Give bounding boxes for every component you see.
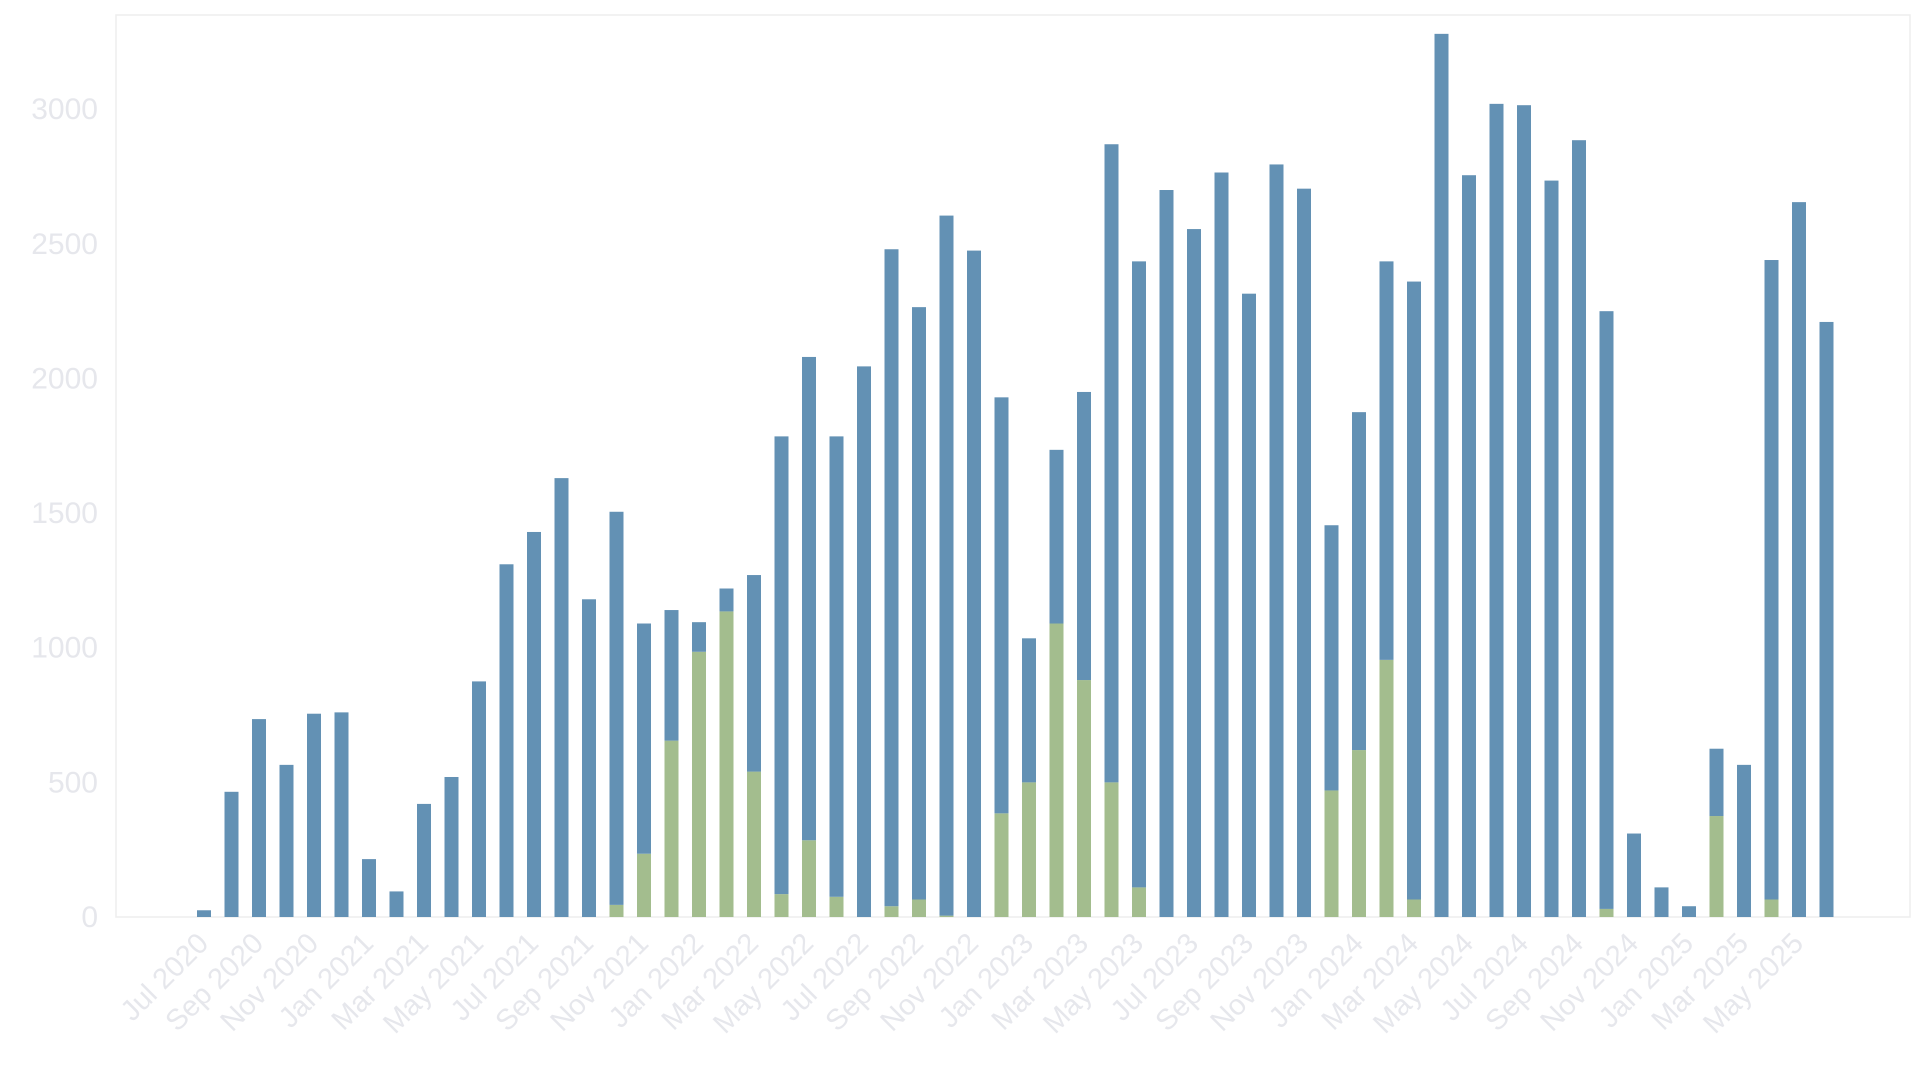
bar-segment-series-1 <box>1077 680 1091 917</box>
bar-segment-series-1 <box>1407 899 1421 917</box>
bar-segment-series-2 <box>884 249 899 907</box>
bar-segment-series-2 <box>1324 525 1339 791</box>
bar-segment-series-2 <box>802 356 816 841</box>
bar-segment-series-2 <box>1352 412 1366 751</box>
bar-segment-series-2 <box>1654 887 1669 917</box>
bar-segment-series-2 <box>829 436 844 897</box>
bar-segment-series-2 <box>912 307 926 900</box>
bar-segment-series-1 <box>1599 908 1614 917</box>
bar-segment-series-2 <box>994 397 1009 814</box>
bar-segment-series-1 <box>1049 623 1064 917</box>
bar-segment-series-2 <box>857 366 871 917</box>
bar-segment-series-2 <box>1819 321 1834 917</box>
bar-segment-series-2 <box>719 588 734 612</box>
y-axis-ticks: 0 500 1000 1500 2000 2500 3000 <box>31 93 98 934</box>
bar-segment-series-2 <box>1077 391 1091 681</box>
bar-segment-series-2 <box>1104 144 1119 783</box>
bar-segment-series-1 <box>719 611 734 917</box>
bar-segment-series-2 <box>499 564 514 917</box>
y-tick-label: 2500 <box>31 228 98 261</box>
y-tick-label: 2000 <box>31 362 98 395</box>
bar-segment-series-2 <box>1737 764 1751 917</box>
bar-segment-series-1 <box>829 896 844 917</box>
bar-segment-series-2 <box>1187 229 1201 917</box>
bar-segment-series-2 <box>527 531 541 917</box>
bar-segment-series-2 <box>1627 833 1641 917</box>
bar-segment-series-2 <box>1572 140 1586 917</box>
bar-segment-series-1 <box>1352 750 1366 917</box>
bar-segment-series-1 <box>609 904 624 917</box>
bar-segment-series-2 <box>1214 172 1229 917</box>
bar-segment-series-2 <box>554 478 569 917</box>
bar-segment-series-2 <box>1407 281 1421 900</box>
bar-segment-series-1 <box>994 813 1009 917</box>
bar-segment-series-1 <box>1379 659 1394 917</box>
bar-segment-series-2 <box>609 511 624 905</box>
bar-segment-series-2 <box>692 622 706 652</box>
bar-segment-series-1 <box>884 906 899 917</box>
bar-segment-series-2 <box>334 712 349 917</box>
bars-group <box>197 33 1834 918</box>
bar-segment-series-2 <box>1379 261 1394 660</box>
bar-segment-series-1 <box>692 651 706 917</box>
bar-segment-series-1 <box>1104 782 1119 917</box>
bar-segment-series-2 <box>1022 638 1036 783</box>
bar-segment-series-2 <box>939 215 954 916</box>
bar-segment-series-1 <box>774 894 789 917</box>
bar-segment-series-1 <box>1324 790 1339 917</box>
bar-segment-series-1 <box>637 853 651 917</box>
bar-segment-series-2 <box>224 791 239 917</box>
bar-segment-series-2 <box>1159 190 1174 917</box>
bar-segment-series-2 <box>1132 261 1146 888</box>
bar-segment-series-1 <box>1132 887 1146 917</box>
bar-segment-series-2 <box>1049 449 1064 624</box>
bar-segment-series-2 <box>637 623 651 854</box>
bar-segment-series-1 <box>747 771 761 917</box>
bar-segment-series-2 <box>362 859 376 917</box>
bar-segment-series-2 <box>1489 103 1504 918</box>
bar-segment-series-2 <box>472 681 486 917</box>
bar-segment-series-2 <box>747 575 761 772</box>
bar-segment-series-1 <box>939 915 954 917</box>
bar-segment-series-2 <box>582 599 596 917</box>
bar-segment-series-2 <box>1269 164 1284 917</box>
bar-segment-series-1 <box>1764 899 1779 917</box>
bar-segment-series-2 <box>197 910 211 917</box>
bar-segment-series-2 <box>1682 906 1696 917</box>
bar-segment-series-2 <box>1792 202 1806 917</box>
bar-segment-series-2 <box>1709 748 1724 817</box>
bar-segment-series-2 <box>389 891 404 917</box>
bar-segment-series-2 <box>307 713 321 917</box>
bar-segment-series-2 <box>252 719 266 917</box>
bar-segment-series-2 <box>774 436 789 895</box>
bar-segment-series-2 <box>1544 180 1559 918</box>
bar-segment-series-1 <box>664 740 679 917</box>
bar-segment-series-2 <box>664 610 679 741</box>
bar-segment-series-2 <box>1297 188 1311 918</box>
bar-segment-series-1 <box>1022 782 1036 917</box>
bar-segment-series-1 <box>912 899 926 917</box>
y-tick-label: 500 <box>48 766 98 799</box>
bar-segment-series-2 <box>1599 311 1614 909</box>
y-tick-label: 3000 <box>31 93 98 126</box>
y-tick-label: 0 <box>81 901 98 934</box>
bar-segment-series-2 <box>1242 293 1256 917</box>
bar-segment-series-2 <box>417 803 431 917</box>
bar-segment-series-2 <box>279 764 294 917</box>
bar-segment-series-2 <box>1764 260 1779 900</box>
plot-border <box>115 14 1911 918</box>
bar-segment-series-2 <box>967 250 981 918</box>
bar-segment-series-1 <box>1709 816 1724 917</box>
y-tick-label: 1500 <box>31 497 98 530</box>
bar-segment-series-1 <box>802 840 816 917</box>
y-tick-label: 1000 <box>31 632 98 665</box>
bar-segment-series-2 <box>1434 33 1449 918</box>
bar-segment-series-2 <box>1517 105 1531 917</box>
plot-frame <box>115 14 1911 918</box>
bar-segment-series-2 <box>444 776 459 917</box>
bar-segment-series-2 <box>1462 175 1476 917</box>
